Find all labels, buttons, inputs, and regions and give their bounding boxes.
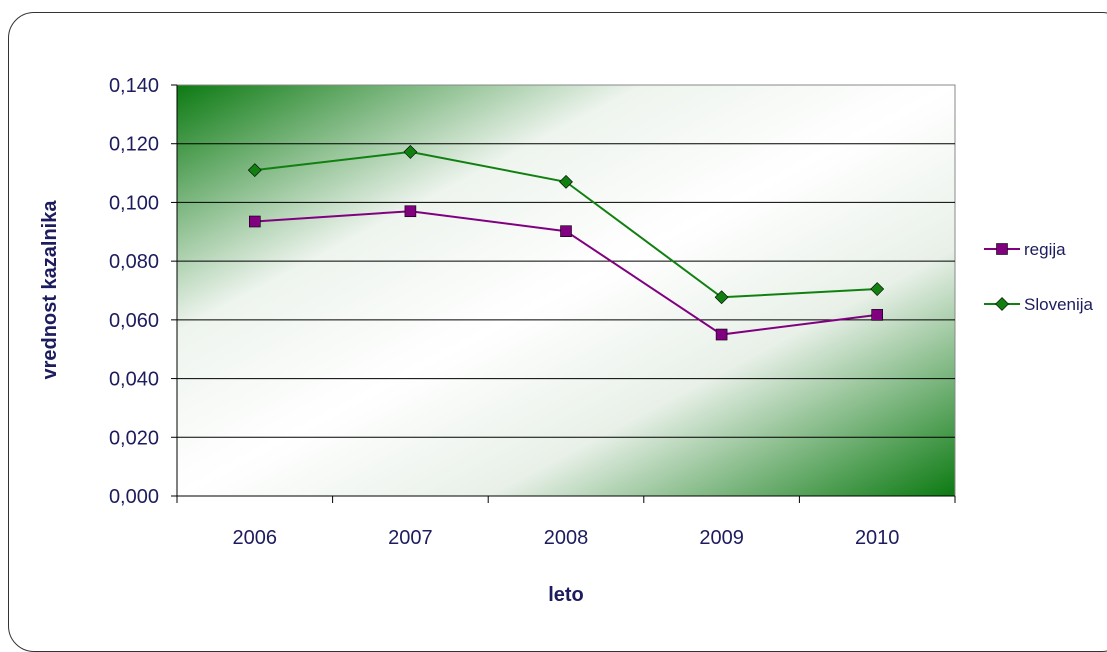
axes xyxy=(171,84,956,503)
series-regija xyxy=(249,205,884,341)
y-axis-title: vrednost kazalnika xyxy=(39,200,61,380)
legend-label: Slovenija xyxy=(1024,295,1094,314)
legend-entry: regija xyxy=(984,240,1066,259)
data-point xyxy=(871,309,884,321)
x-tick-label: 2006 xyxy=(233,527,278,549)
x-tick-label: 2010 xyxy=(855,527,900,549)
x-tick-label: 2008 xyxy=(544,527,589,549)
data-point xyxy=(560,225,572,237)
y-tick-label: 0,140 xyxy=(109,75,159,97)
plot-area xyxy=(176,84,956,497)
y-tick-label: 0,060 xyxy=(109,310,159,332)
data-point xyxy=(714,290,729,305)
legend-marker xyxy=(996,243,1008,255)
data-point xyxy=(247,163,262,178)
data-point xyxy=(404,205,417,218)
legend-label: regija xyxy=(1024,240,1066,259)
y-tick-label: 0,040 xyxy=(109,369,159,391)
data-point xyxy=(403,145,418,159)
series-group xyxy=(247,145,885,341)
y-tick-label: 0,080 xyxy=(109,251,159,273)
series-slovenija xyxy=(247,145,885,305)
data-point xyxy=(870,282,885,296)
data-point xyxy=(249,215,261,228)
x-axis-title: leto xyxy=(548,584,584,606)
x-tick-label: 2007 xyxy=(388,527,433,549)
data-point xyxy=(715,328,728,341)
data-point xyxy=(559,174,573,189)
y-tick-label: 0,120 xyxy=(109,134,159,156)
gridlines xyxy=(177,143,955,438)
legend-entry: Slovenija xyxy=(984,295,1094,314)
y-tick-label: 0,100 xyxy=(109,192,159,214)
legend: regija Slovenija xyxy=(984,240,1094,314)
line-chart: 0,000 0,020 0,040 0,060 0,080 0,100 0,120 0,140… xyxy=(39,75,1094,606)
x-tick-labels: 2006 2007 2008 2009 2010 xyxy=(233,527,900,549)
y-tick-label: 0,000 xyxy=(109,486,159,508)
legend-marker xyxy=(995,297,1009,311)
y-tick-labels: 0,000 0,020 0,040 0,060 0,080 0,100 0,120 0,140 xyxy=(109,75,159,508)
y-tick-label: 0,020 xyxy=(109,427,159,449)
x-tick-label: 2009 xyxy=(699,527,744,549)
